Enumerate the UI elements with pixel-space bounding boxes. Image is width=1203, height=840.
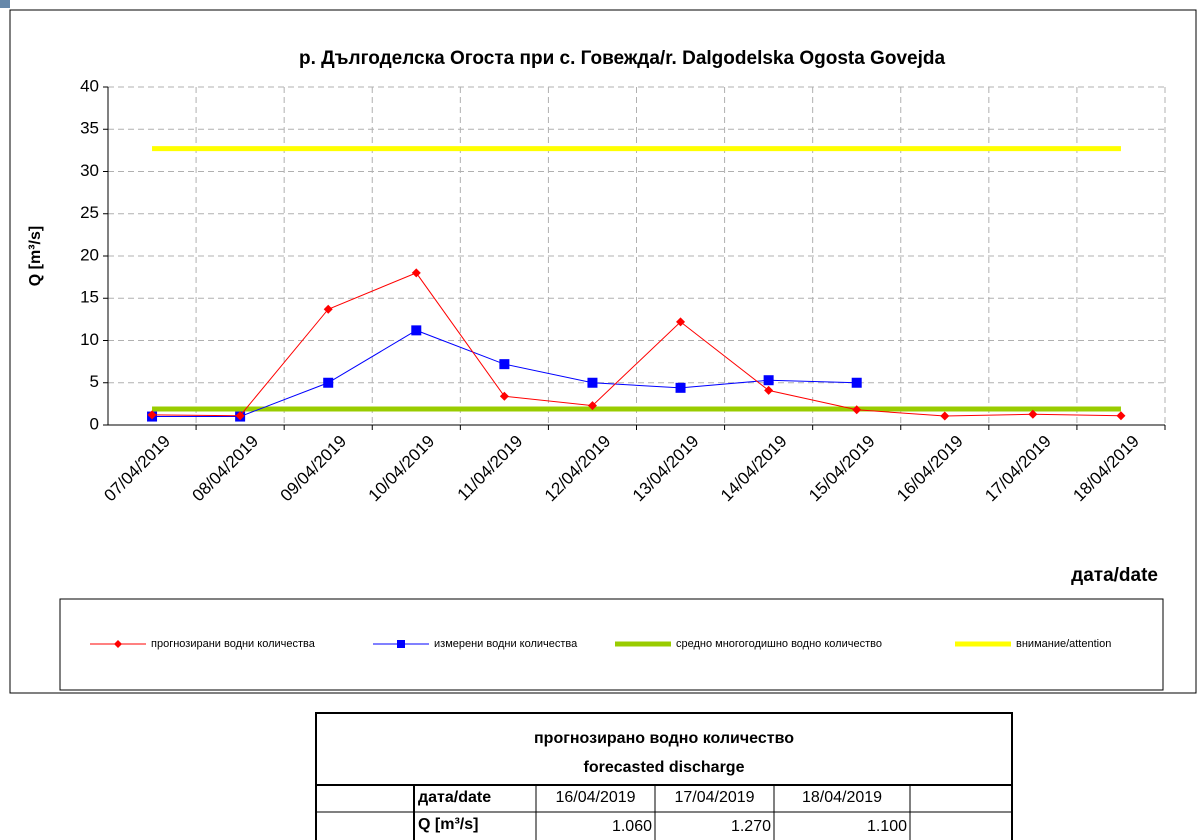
x-axis-label: дата/date: [1071, 565, 1158, 586]
point: [940, 411, 950, 421]
y-tick-label: 35: [80, 119, 99, 138]
table-cell: 1.100: [867, 818, 907, 835]
point: [587, 401, 597, 411]
y-tick-label: 20: [80, 245, 99, 264]
point: [411, 268, 421, 278]
point: [852, 405, 862, 415]
point: [1116, 411, 1126, 421]
legend-frame: [59, 598, 1164, 691]
legend-marker: [114, 640, 122, 648]
chart-title: р. Дългоделска Огоста при с. Говежда/r. …: [299, 48, 945, 69]
legend-label: средно многогодишно водно количество: [676, 638, 882, 650]
point: [323, 377, 334, 388]
legend-label: внимание/attention: [1016, 638, 1111, 650]
y-tick-label: 25: [80, 203, 99, 222]
point: [499, 359, 510, 370]
legend-label: измерени водни количества: [434, 638, 578, 650]
y-tick-label: 30: [80, 161, 99, 180]
table-title: forecasted discharge: [584, 759, 745, 776]
point: [147, 410, 157, 420]
point: [235, 411, 245, 421]
legend-label: прогнозирани водни количества: [151, 638, 316, 650]
point: [323, 304, 333, 314]
y-axis-label: Q [m³/s]: [27, 226, 44, 286]
point: [675, 382, 686, 393]
series-line: [152, 272, 1121, 417]
chart-frame: [9, 9, 1197, 694]
point: [411, 325, 422, 336]
point: [763, 375, 774, 386]
table-title: прогнозирано водно количество: [534, 730, 794, 747]
table-cell: 18/04/2019: [802, 789, 882, 806]
y-tick-label: 40: [80, 76, 99, 95]
table-frame: [315, 712, 1013, 840]
y-tick-label: 15: [80, 288, 99, 307]
row-header: дата/date: [418, 789, 491, 806]
point: [764, 385, 774, 395]
point: [587, 377, 598, 388]
point: [676, 317, 686, 327]
table-cell: 16/04/2019: [555, 789, 635, 806]
y-tick-label: 5: [90, 372, 99, 391]
y-tick-label: 0: [90, 414, 99, 433]
table-cell: 1.270: [731, 818, 771, 835]
point: [499, 391, 509, 401]
table-cell: 17/04/2019: [674, 789, 754, 806]
y-tick-label: 10: [80, 330, 99, 349]
legend-marker: [397, 640, 405, 648]
point: [1028, 409, 1038, 419]
table-cell: 1.060: [612, 818, 652, 835]
corner-icon: [0, 0, 10, 8]
row-header: Q [m³/s]: [418, 816, 478, 833]
point: [851, 377, 862, 388]
